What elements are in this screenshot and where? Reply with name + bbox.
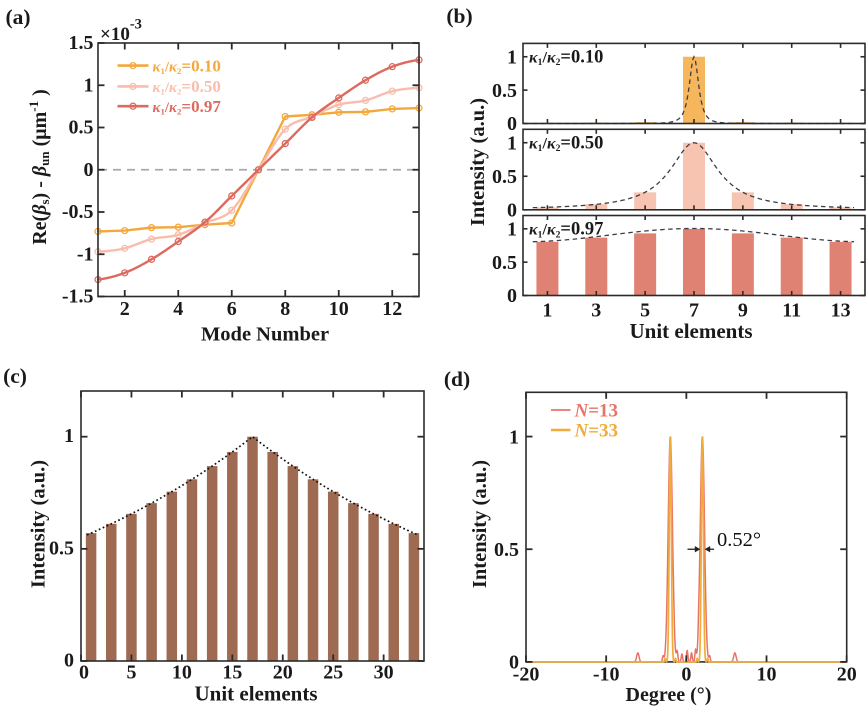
svg-text:Unit elements: Unit elements [194,682,317,706]
svg-text:Mode Number: Mode Number [201,324,329,346]
svg-text:0.5: 0.5 [492,166,517,188]
svg-text:1: 1 [64,425,74,447]
svg-text:0: 0 [64,650,74,672]
svg-text:5: 5 [640,300,650,322]
svg-text:(c): (c) [3,364,27,388]
svg-text:0.5: 0.5 [494,539,519,561]
svg-text:N=13: N=13 [574,400,619,421]
svg-text:0.5: 0.5 [492,252,517,274]
svg-text:13: 13 [831,300,851,322]
svg-text:0.5: 0.5 [49,537,74,559]
svg-text:κ1/κ2=0.50: κ1/κ2=0.50 [529,133,603,154]
svg-text:7: 7 [689,300,699,322]
svg-text:20: 20 [273,662,293,684]
svg-text:κ1/κ2=0.50: κ1/κ2=0.50 [153,77,221,97]
svg-text:9: 9 [738,300,748,322]
svg-text:Re(βs) - βun (μm-1 ): Re(βs) - βun (μm-1 ) [26,89,52,245]
svg-text:6: 6 [227,298,237,320]
svg-text:25: 25 [323,662,343,684]
svg-text:0.52°: 0.52° [717,529,761,551]
svg-text:10: 10 [757,664,777,686]
svg-text:(d): (d) [444,367,470,391]
svg-text:12: 12 [382,298,402,320]
svg-text:30: 30 [374,662,394,684]
svg-text:0: 0 [507,200,517,222]
svg-text:(b): (b) [446,4,472,28]
svg-text:20: 20 [837,664,857,686]
svg-text:-20: -20 [513,664,540,686]
svg-text:5: 5 [126,662,136,684]
svg-text:15: 15 [222,662,242,684]
svg-text:10: 10 [329,298,349,320]
svg-text:1: 1 [509,426,519,448]
svg-text:0: 0 [507,113,517,135]
svg-text:0.5: 0.5 [69,117,94,139]
svg-text:8: 8 [280,298,290,320]
svg-text:Intensity (a.u.): Intensity (a.u.) [467,98,489,226]
svg-text:1: 1 [84,74,94,96]
svg-text:-1: -1 [77,243,94,265]
svg-text:κ1/κ2=0.97: κ1/κ2=0.97 [529,220,603,241]
svg-text:1: 1 [507,219,517,241]
svg-text:0.5: 0.5 [492,80,517,102]
svg-text:-10: -10 [593,664,620,686]
svg-text:Unit elements: Unit elements [629,319,752,343]
svg-text:2: 2 [120,298,130,320]
svg-text:0: 0 [507,285,517,307]
svg-text:Intensity (a.u.): Intensity (a.u.) [469,460,491,588]
svg-text:(a): (a) [5,5,30,29]
svg-text:N=33: N=33 [574,420,619,441]
svg-text:-1.5: -1.5 [62,286,94,308]
svg-text:0: 0 [509,652,519,674]
svg-text:3: 3 [591,300,601,322]
svg-text:0: 0 [79,662,89,684]
svg-text:1: 1 [507,132,517,154]
svg-text:-0.5: -0.5 [62,201,94,223]
svg-text:κ1/κ2=0.10: κ1/κ2=0.10 [153,56,221,76]
svg-text:0: 0 [681,664,691,686]
svg-text:1.5: 1.5 [69,32,94,54]
svg-text:κ1/κ2=0.97: κ1/κ2=0.97 [153,97,222,117]
svg-text:11: 11 [782,300,801,322]
svg-text:Degree (°): Degree (°) [626,684,712,706]
svg-text:1: 1 [507,46,517,68]
svg-text:Intensity (a.u.): Intensity (a.u.) [28,460,50,588]
svg-text:0: 0 [84,159,94,181]
svg-text:1: 1 [542,300,552,322]
svg-text:10: 10 [172,662,192,684]
svg-text:4: 4 [173,298,183,320]
svg-text:κ1/κ2=0.10: κ1/κ2=0.10 [529,47,603,68]
